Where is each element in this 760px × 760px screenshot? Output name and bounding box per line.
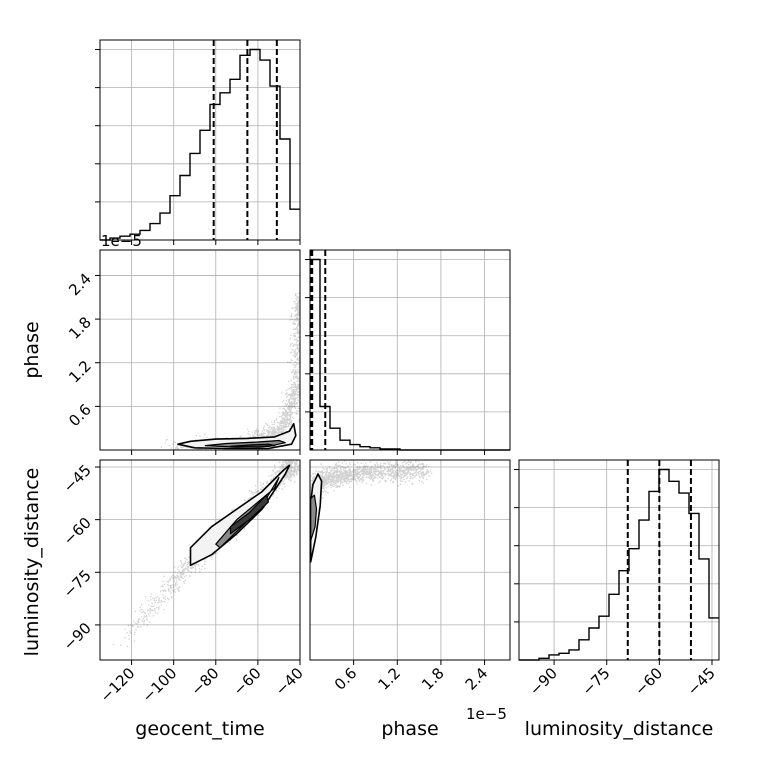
- pair-panel-geocent_time-vs-luminosity_distance: [112, 460, 300, 647]
- data-layer: [100, 40, 719, 661]
- panel-frame-luminosity_distance: [518, 459, 720, 661]
- phase-x-offset-label: 1e−5: [466, 705, 507, 723]
- xtick-label-geocent_time-4: −40: [272, 664, 307, 699]
- x-axis-title-luminosity_distance: luminosity_distance: [525, 718, 714, 740]
- ytick-label-phase-0: 0.6: [65, 400, 95, 430]
- contour-2-level-1: [310, 494, 318, 542]
- ytick-label-luminosity_distance-3: −45: [60, 461, 95, 496]
- histogram-phase: [310, 258, 510, 451]
- frame-layer: [95, 39, 720, 665]
- ytick-label-luminosity_distance-1: −75: [60, 566, 95, 601]
- pair-panel-geocent_time-vs-phase: [160, 292, 300, 450]
- xtick-label-phase-1: 1.2: [375, 664, 405, 694]
- ytick-label-luminosity_distance-0: −90: [60, 619, 95, 654]
- contour-1-level-2: [229, 494, 269, 535]
- xtick-label-luminosity_distance-0: −90: [526, 664, 561, 699]
- scatter-points-2: [310, 460, 433, 509]
- contour-0-level-2: [229, 443, 276, 448]
- xtick-label-geocent_time-1: −100: [139, 664, 181, 706]
- histogram-luminosity_distance: [519, 468, 719, 661]
- phase-y-offset-label: 1e−5: [101, 232, 142, 250]
- ytick-label-phase-3: 2.4: [65, 270, 95, 300]
- xtick-label-geocent_time-3: −60: [230, 664, 265, 699]
- panel-frame-geocent_time: [99, 39, 301, 241]
- xtick-label-geocent_time-0: −120: [97, 664, 139, 706]
- xtick-label-phase-2: 1.8: [418, 664, 448, 694]
- contour-1-level-0: [189, 464, 291, 567]
- pair-panel-phase-vs-luminosity_distance: [310, 460, 433, 563]
- label-layer: −120 −100 −80 −60 −40 0.6 1.2 1.8 2.4 −90 −75 −60 −4…: [21, 232, 719, 740]
- panel-frame-phase-luminosity_distance: [309, 459, 511, 661]
- histogram-geocent_time: [100, 48, 300, 241]
- xtick-label-luminosity_distance-2: −60: [631, 664, 666, 699]
- xtick-label-geocent_time-2: −80: [188, 664, 223, 699]
- xtick-label-luminosity_distance-3: −45: [684, 664, 719, 699]
- xtick-label-luminosity_distance-1: −75: [578, 664, 613, 699]
- y-axis-title-phase: phase: [21, 321, 43, 378]
- ytick-label-phase-1: 1.2: [65, 357, 95, 387]
- ytick-label-luminosity_distance-2: −60: [60, 514, 95, 549]
- panel-frame-phase: [309, 249, 511, 451]
- panel-frame-geocent_time-phase: [99, 249, 301, 451]
- xtick-label-phase-3: 2.4: [462, 664, 492, 694]
- x-axis-title-geocent_time: geocent_time: [135, 718, 264, 740]
- ytick-label-phase-2: 1.8: [65, 313, 95, 343]
- x-axis-title-phase: phase: [381, 718, 438, 740]
- xtick-label-phase-0: 0.6: [331, 664, 361, 694]
- panel-frame-geocent_time-luminosity_distance: [99, 459, 301, 661]
- y-axis-title-luminosity_distance: luminosity_distance: [21, 468, 43, 657]
